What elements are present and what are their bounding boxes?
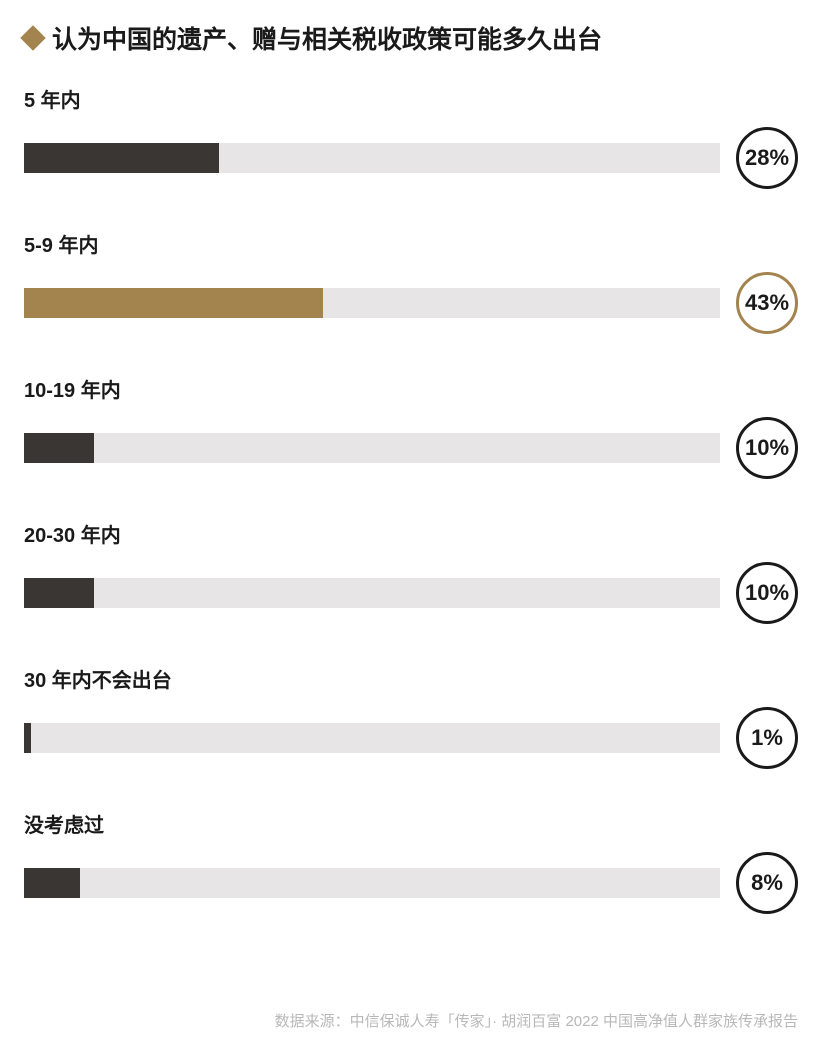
bar-group: 10-19 年内 10%	[24, 374, 798, 479]
bar-group: 5-9 年内 43%	[24, 229, 798, 334]
bar-label: 30 年内不会出台	[24, 664, 798, 693]
percent-badge: 10%	[736, 417, 798, 479]
bar-label: 5 年内	[24, 84, 798, 113]
bar-group: 没考虑过 8%	[24, 809, 798, 914]
bar-track	[24, 143, 720, 173]
bar-fill	[24, 288, 323, 318]
bar-fill	[24, 723, 31, 753]
bar-label: 没考虑过	[24, 809, 798, 838]
bar-label: 5-9 年内	[24, 229, 798, 258]
percent-badge: 8%	[736, 852, 798, 914]
bar-track	[24, 723, 720, 753]
chart-title-row: 认为中国的遗产、赠与相关税收政策可能多久出台	[24, 20, 798, 56]
percent-badge: 43%	[736, 272, 798, 334]
bar-group: 30 年内不会出台 1%	[24, 664, 798, 769]
bar-group: 5 年内 28%	[24, 84, 798, 189]
bar-row: 10%	[24, 417, 798, 479]
percent-badge: 1%	[736, 707, 798, 769]
percent-badge: 10%	[736, 562, 798, 624]
bar-label: 10-19 年内	[24, 374, 798, 403]
bar-track	[24, 433, 720, 463]
bar-track	[24, 578, 720, 608]
bar-row: 28%	[24, 127, 798, 189]
percent-badge: 28%	[736, 127, 798, 189]
source-attribution: 数据来源：中信保诚人寿「传家」· 胡润百富 2022 中国高净值人群家族传承报告	[275, 1010, 798, 1031]
bar-row: 43%	[24, 272, 798, 334]
bar-row: 1%	[24, 707, 798, 769]
bar-fill	[24, 868, 80, 898]
bar-track	[24, 868, 720, 898]
bar-track	[24, 288, 720, 318]
bar-fill	[24, 143, 219, 173]
chart-title: 认为中国的遗产、赠与相关税收政策可能多久出台	[52, 20, 602, 56]
bar-fill	[24, 578, 94, 608]
diamond-icon	[20, 25, 45, 50]
bar-group: 20-30 年内 10%	[24, 519, 798, 624]
bar-fill	[24, 433, 94, 463]
bar-chart: 5 年内 28% 5-9 年内 43% 10-19 年内 10% 20-30 年内 10% 30…	[24, 84, 798, 914]
bar-row: 10%	[24, 562, 798, 624]
bar-row: 8%	[24, 852, 798, 914]
bar-label: 20-30 年内	[24, 519, 798, 548]
